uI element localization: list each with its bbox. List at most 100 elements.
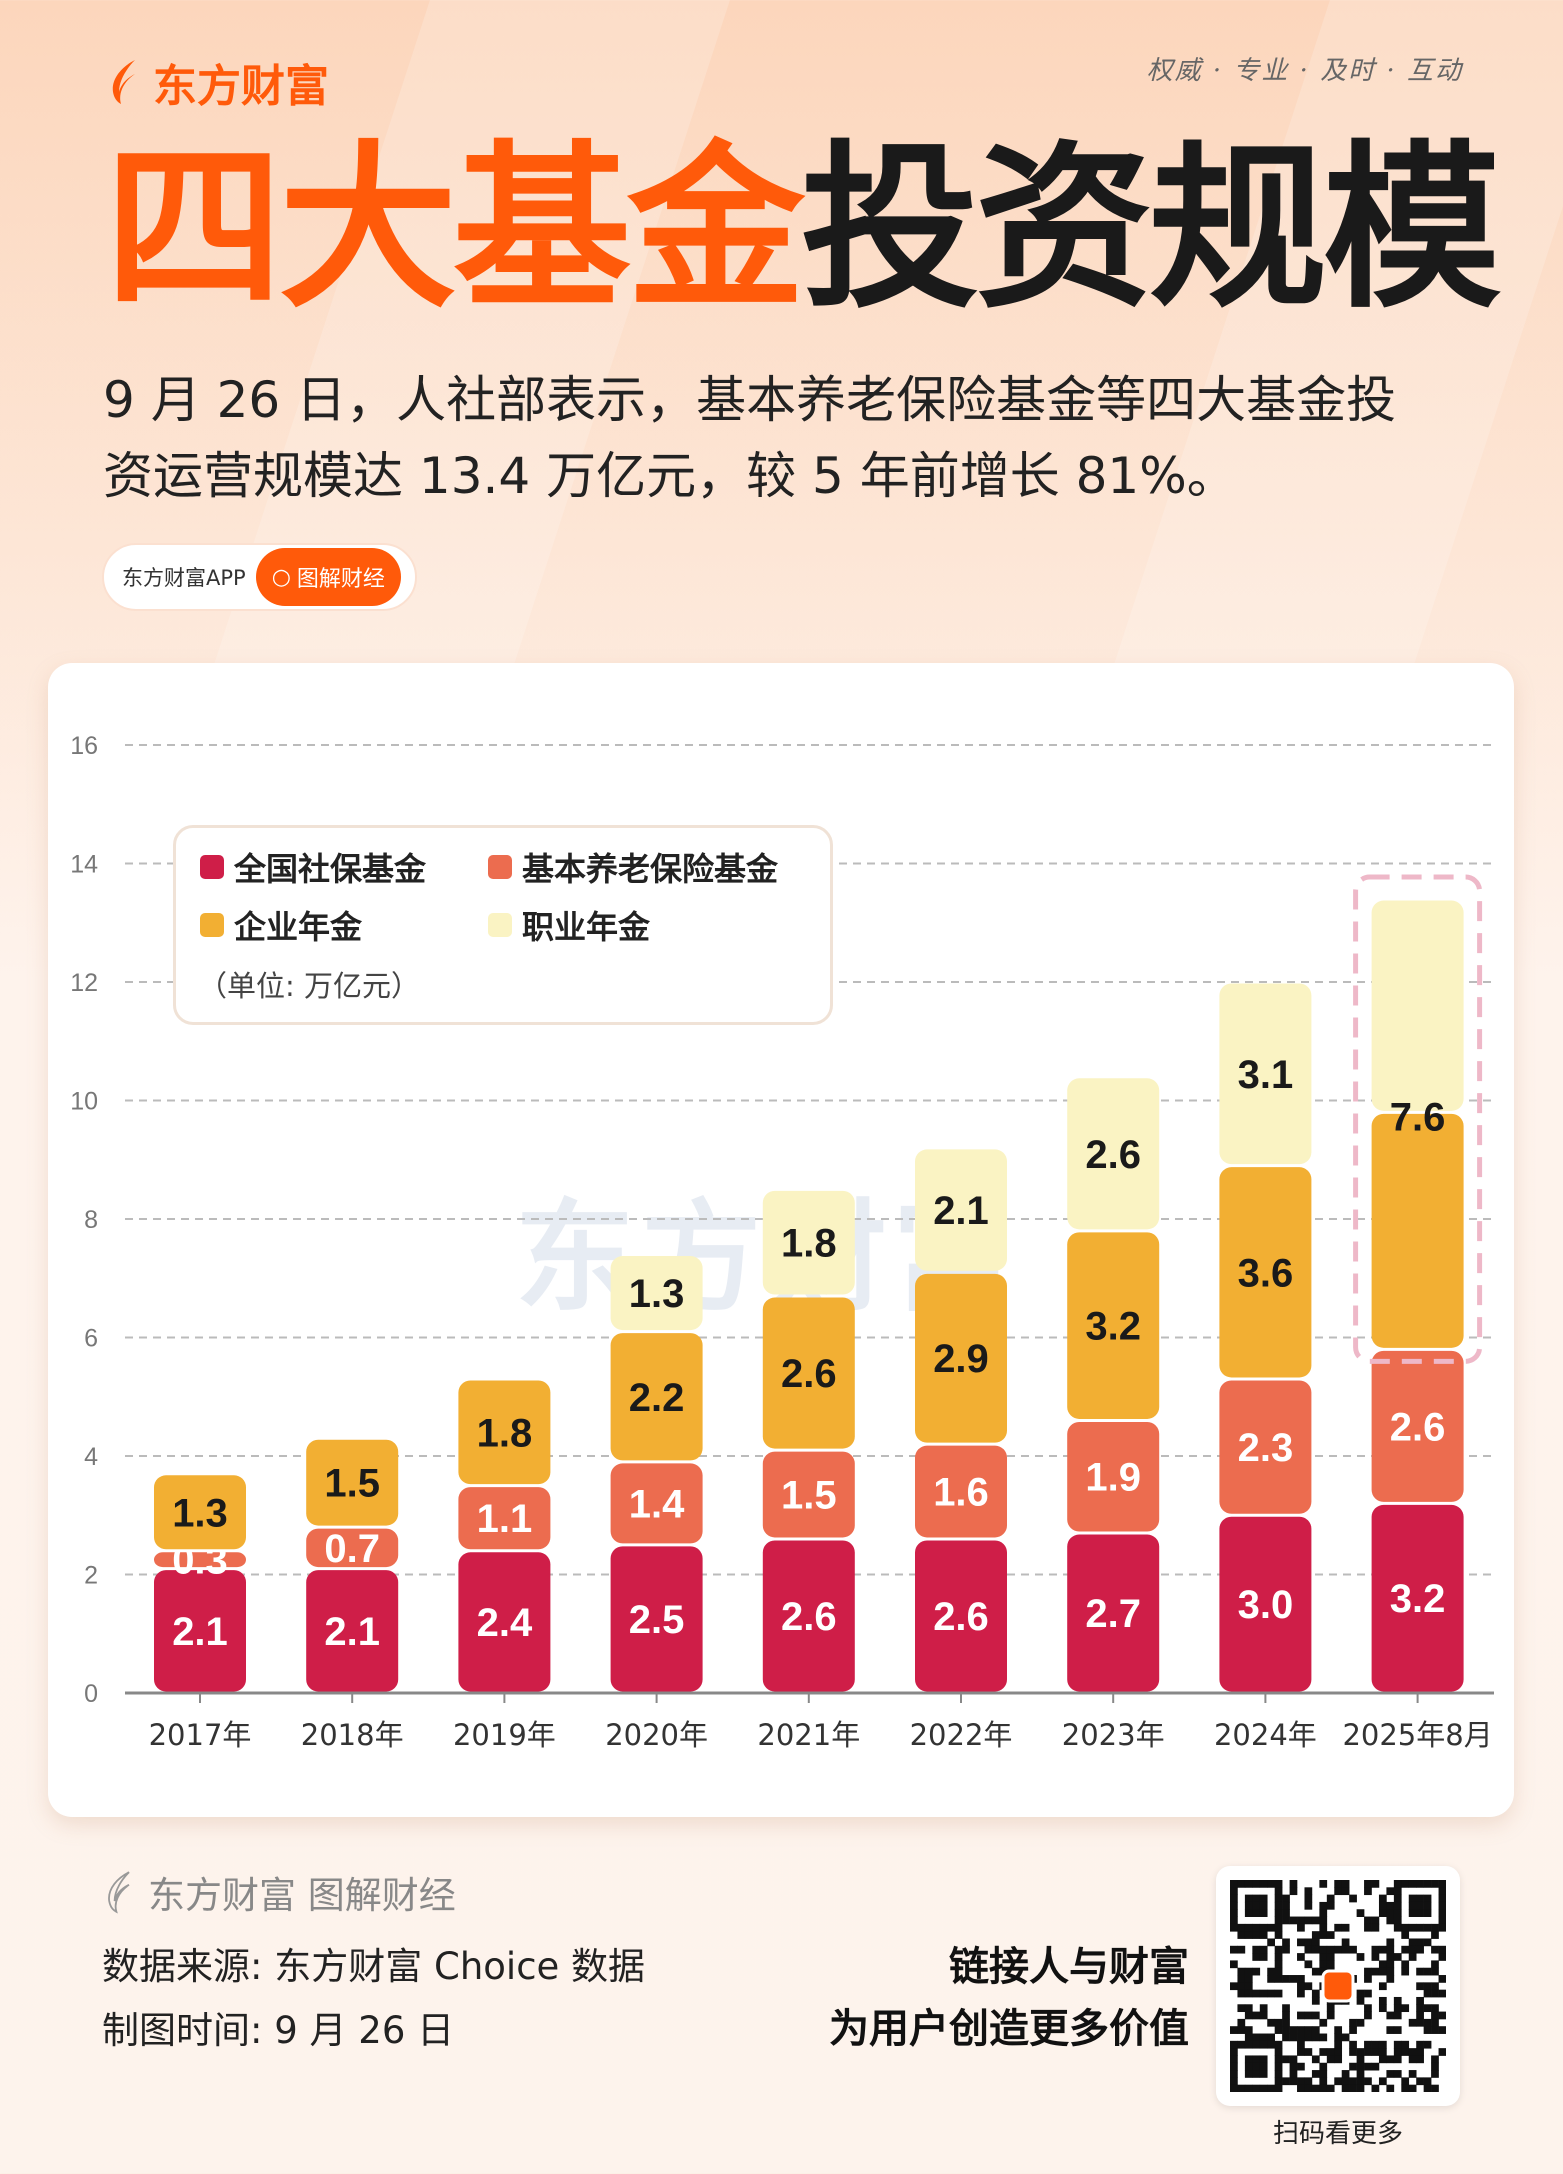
bar-segment	[306, 1528, 399, 1568]
slogan-1: 链接人与财富	[949, 1944, 1189, 1990]
data-label: 1.8	[477, 1411, 533, 1455]
data-label: 2.2	[629, 1376, 685, 1420]
bar-segment	[1371, 1113, 1464, 1348]
x-tick-label: 2025年8月	[1342, 1718, 1492, 1752]
data-label: 1.8	[781, 1222, 837, 1266]
data-label: 2.6	[1085, 1133, 1141, 1177]
slogan-2: 为用户创造更多价值	[829, 2006, 1189, 2052]
data-label: 3.6	[1238, 1251, 1294, 1295]
y-tick-label: 6	[84, 1325, 98, 1353]
y-tick-label: 0	[84, 1680, 98, 1708]
data-label: 2.6	[781, 1595, 837, 1639]
legend-label: 企业年金	[234, 908, 363, 946]
bar-segment	[1371, 1350, 1464, 1502]
bar-segment	[458, 1552, 551, 1692]
data-label: 1.6	[933, 1471, 989, 1515]
y-tick-label: 14	[70, 851, 98, 879]
data-label: 1.5	[781, 1474, 837, 1518]
data-label: 2.9	[933, 1337, 989, 1381]
bar-segment	[458, 1487, 551, 1550]
data-label: 0.7	[324, 1527, 380, 1571]
data-label: 2.4	[477, 1601, 533, 1645]
bar-segment	[1219, 1516, 1312, 1692]
data-label: 1.9	[1085, 1456, 1141, 1500]
qr-caption: 扫码看更多	[1272, 2119, 1403, 2149]
y-tick-label: 8	[84, 1206, 98, 1234]
bar-segment	[610, 1256, 703, 1331]
legend-label: 职业年金	[522, 908, 651, 946]
x-tick-label: 2019年	[453, 1718, 556, 1752]
bar-segment	[1067, 1232, 1160, 1419]
bar-segment	[154, 1570, 246, 1692]
data-label: 1.3	[172, 1491, 228, 1535]
flame-icon	[112, 60, 135, 104]
data-label: 7.6	[1390, 1095, 1446, 1139]
data-label: 2.1	[172, 1610, 228, 1654]
highlight-box	[1353, 874, 1483, 1364]
data-label: 2.1	[933, 1189, 989, 1233]
bar-segment	[306, 1570, 399, 1692]
data-label: 1.3	[629, 1272, 685, 1316]
subtitle-line-2: 资运营规模达 13.4 万亿元，较 5 年前增长 81%。	[103, 447, 1237, 505]
legend-swatch	[200, 913, 224, 937]
x-tick-label: 2020年	[605, 1718, 708, 1752]
y-tick-label: 10	[70, 1088, 98, 1116]
x-tick-label: 2023年	[1062, 1718, 1165, 1752]
x-tick-label: 2021年	[757, 1718, 860, 1752]
qr-logo-icon	[1321, 1969, 1355, 2003]
bar-segment	[1219, 983, 1312, 1165]
x-tick-label: 2024年	[1214, 1718, 1317, 1752]
bar-segment	[915, 1149, 1007, 1271]
footer-brand: 东方财富 图解财经	[102, 1865, 456, 1919]
bar-segment	[306, 1439, 399, 1526]
data-label: 3.1	[1238, 1053, 1294, 1097]
legend-swatch	[200, 855, 224, 879]
data-label: 1.4	[629, 1482, 685, 1526]
bar-segment	[610, 1463, 703, 1544]
bar-segment	[1219, 1167, 1312, 1378]
data-label: 1.5	[324, 1462, 380, 1506]
data-label: 1.1	[477, 1497, 533, 1541]
data-label: 2.6	[781, 1352, 837, 1396]
pill-tag-label: 图解财经	[296, 567, 385, 592]
bar-segment	[762, 1451, 855, 1538]
title-highlight: 四大基金	[105, 125, 805, 332]
bar-segment	[762, 1190, 855, 1295]
unit-label: （单位: 万亿元）	[198, 969, 420, 1003]
bar-segment	[915, 1445, 1007, 1538]
legend-swatch	[488, 913, 512, 937]
qr-code[interactable]	[1216, 1866, 1460, 2106]
bar-segment	[154, 1552, 246, 1568]
brand-logo: 东方财富	[105, 50, 329, 114]
y-tick-label: 2	[84, 1562, 98, 1590]
data-label: 3.2	[1390, 1577, 1446, 1621]
data-label: 3.2	[1085, 1305, 1141, 1349]
pill-tag[interactable]: ○ 图解财经	[255, 548, 401, 606]
page-title: 四大基金投资规模	[105, 140, 1501, 318]
legend-item: 职业年金	[488, 902, 650, 948]
bar-segment	[915, 1540, 1007, 1692]
flame-icon	[108, 1871, 130, 1914]
data-label: 2.5	[629, 1598, 685, 1642]
x-tick-label: 2022年	[910, 1718, 1013, 1752]
chart-date: 制图时间: 9 月 26 日	[102, 2009, 455, 2052]
qr-pattern	[1230, 1880, 1447, 2093]
data-label: 2.6	[1390, 1405, 1446, 1449]
bar-segment	[762, 1297, 855, 1449]
data-label: 2.3	[1238, 1426, 1294, 1470]
motto: 权威 · 专业 · 及时 · 互动	[1146, 56, 1463, 86]
bar-segment	[458, 1380, 551, 1485]
legend-item: 基本养老保险基金	[488, 844, 778, 890]
legend: 全国社保基金 基本养老保险基金 企业年金 职业年金 （单位: 万亿元）	[173, 825, 833, 1025]
bar-segment	[1067, 1534, 1160, 1692]
search-icon: ○	[271, 564, 291, 590]
app-pill[interactable]: 东方财富APP ○ 图解财经	[102, 543, 417, 611]
bar-segment	[1371, 900, 1464, 1111]
x-tick-label: 2017年	[149, 1718, 252, 1752]
subtitle-line-1: 9 月 26 日，人社部表示，基本养老保险基金等四大基金投	[103, 371, 1397, 429]
data-label: 2.7	[1085, 1592, 1141, 1636]
legend-label: 基本养老保险基金	[522, 850, 779, 888]
x-tick-label: 2018年	[301, 1718, 404, 1752]
data-label: 2.1	[324, 1610, 380, 1654]
